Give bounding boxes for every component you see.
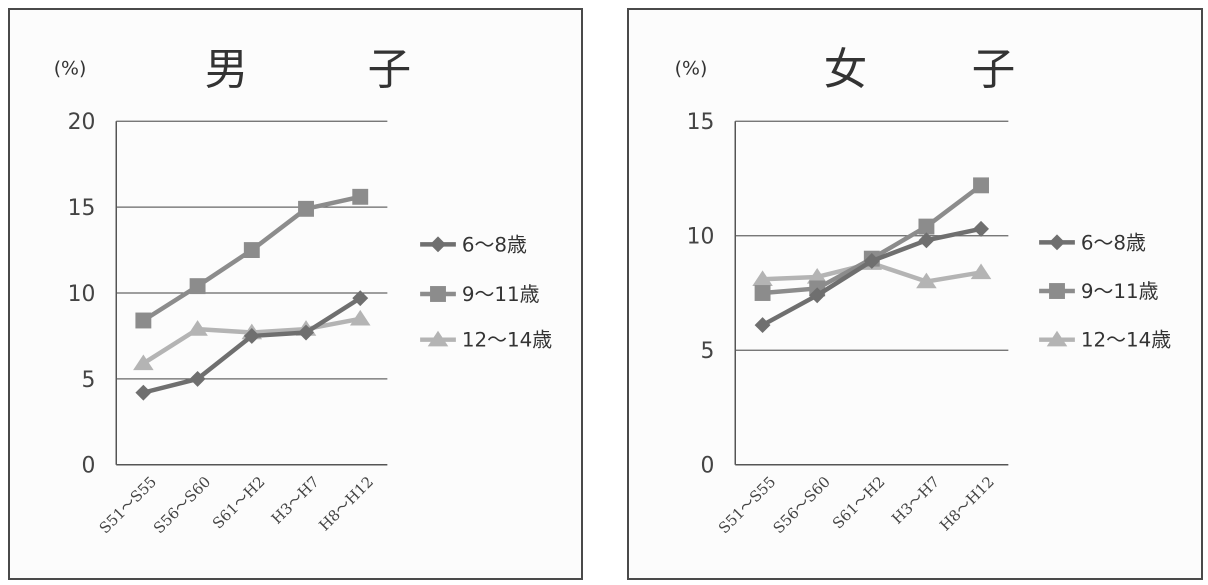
male-ytick-label: 15 [68,196,96,221]
female-series-1-point [754,285,771,301]
female-legend-label-2: 12～14歳 [1081,329,1171,352]
male-ytick-label: 5 [82,368,96,393]
female-legend-label-1: 9～11歳 [1081,280,1159,303]
female-legend-label-0: 6～8歳 [1081,231,1146,254]
male-legend-label-2: 12～14歳 [462,329,552,352]
female-title-char-1: 子 [972,44,1016,95]
male-series-1-point [243,242,260,259]
male-ytick-label: 20 [68,110,96,135]
male-title-char-1: 子 [367,44,411,95]
male-legend-label-0: 6～8歳 [462,233,527,256]
female-legend-marker-0 [1049,234,1065,251]
female-series-1-point [973,177,989,194]
male-title-char-0: 男 [205,44,249,95]
female-title-char-0: 女 [824,44,868,95]
female-xtick-label: S61～H2 [829,473,889,533]
male-legend-marker-2 [427,330,449,347]
male-series-line-1 [142,194,361,323]
female-xtick-label: S56～S60 [769,473,833,537]
female-series-0-point [863,252,880,269]
male-percent-label: (%) [54,58,87,80]
male-xtick-label: H8～H12 [315,473,377,535]
male-xtick-label: H3～H7 [268,473,323,528]
female-ytick-label: 10 [687,225,715,250]
female-series-2-point [806,268,828,284]
male-chart-panel: (%) 男 子 0 5 10 15 20 S51～S55 S56～S60 S61～H2 H3～H7 H8… [8,8,583,580]
male-series-0-point [135,384,152,401]
male-ytick-label: 10 [68,282,96,307]
male-series-1-point [298,200,314,217]
female-series-1-point [918,218,935,235]
female-series-0-point [973,220,989,237]
female-ytick-label: 5 [701,339,715,364]
male-series-1-point [135,312,152,329]
female-series-0-point [918,232,935,249]
male-series-1-point [352,188,369,205]
male-xtick-label: S56～S60 [150,473,214,537]
female-legend-marker-2 [1046,330,1068,347]
female-series-2-point [752,270,773,286]
female-series-2-point [916,272,937,289]
male-legend-marker-1 [430,286,446,302]
male-xtick-label: S51～S55 [96,473,160,537]
female-xtick-label: H8～H12 [936,473,998,535]
male-series-2-point [133,354,154,371]
female-ytick-label: 0 [701,454,715,479]
male-series-0-point [243,328,260,344]
male-series-2-point [349,309,371,326]
female-series-0-point [754,317,771,334]
female-ytick-label: 15 [687,110,715,135]
male-xtick-label: S61～H2 [209,473,269,533]
female-legend-marker-1 [1049,283,1065,299]
male-ytick-label: 0 [82,454,96,479]
male-legend-label-1: 9～11歳 [462,283,540,306]
female-series-2-point [970,263,992,280]
female-xtick-label: H3～H7 [888,473,943,528]
male-series-2-point [187,320,208,336]
female-series-0-point [809,287,826,304]
female-chart-panel: (%) 女 子 0 5 10 15 S51～S55 S56～S60 S61～H2 H3～H7 H8～H… [627,8,1203,580]
male-series-1-point [189,278,206,295]
female-percent-label: (%) [675,58,708,80]
female-xtick-label: S51～S55 [715,473,779,537]
male-legend-marker-0 [430,236,446,253]
